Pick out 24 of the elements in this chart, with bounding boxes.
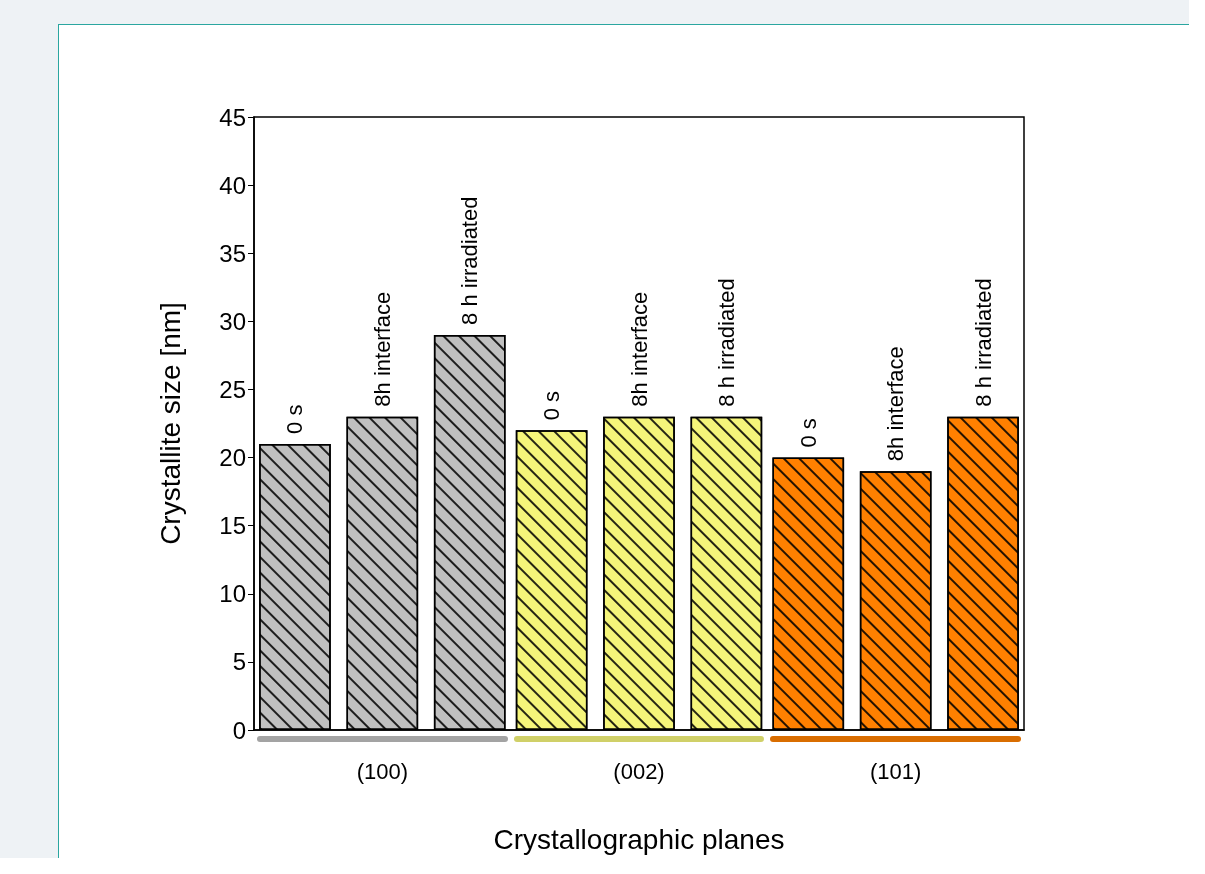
y-tick-label: 40 <box>219 171 246 199</box>
y-tick-label: 0 <box>232 716 246 744</box>
y-tick-label: 20 <box>219 444 246 472</box>
y-axis-title: Crystallite size [nm] <box>154 302 186 545</box>
x-tick-label: (101) <box>869 758 922 784</box>
x-tick-label: (100) <box>356 758 409 784</box>
x-axis-title: Crystallographic planes <box>493 823 785 855</box>
text: 8 h irradiated <box>713 278 739 407</box>
text: 8 h irradiated <box>457 196 483 325</box>
y-tick-label: 35 <box>219 239 246 267</box>
text: 8h interface <box>369 291 395 407</box>
text: 0 s <box>795 418 821 448</box>
y-tick-label: 45 <box>219 103 246 131</box>
text: 8 h irradiated <box>970 278 996 407</box>
y-tick-label: 15 <box>219 512 246 540</box>
y-tick-label: 30 <box>219 307 246 335</box>
y-tick-label: 5 <box>232 648 246 676</box>
y-tick-label: 10 <box>219 580 246 608</box>
x-tick-label: (002) <box>613 758 665 784</box>
text: 8h interface <box>883 346 909 462</box>
text: 0 s <box>282 404 308 434</box>
y-tick-label: 25 <box>219 375 246 403</box>
text: 8h interface <box>626 291 652 407</box>
text: 0 s <box>539 390 565 421</box>
